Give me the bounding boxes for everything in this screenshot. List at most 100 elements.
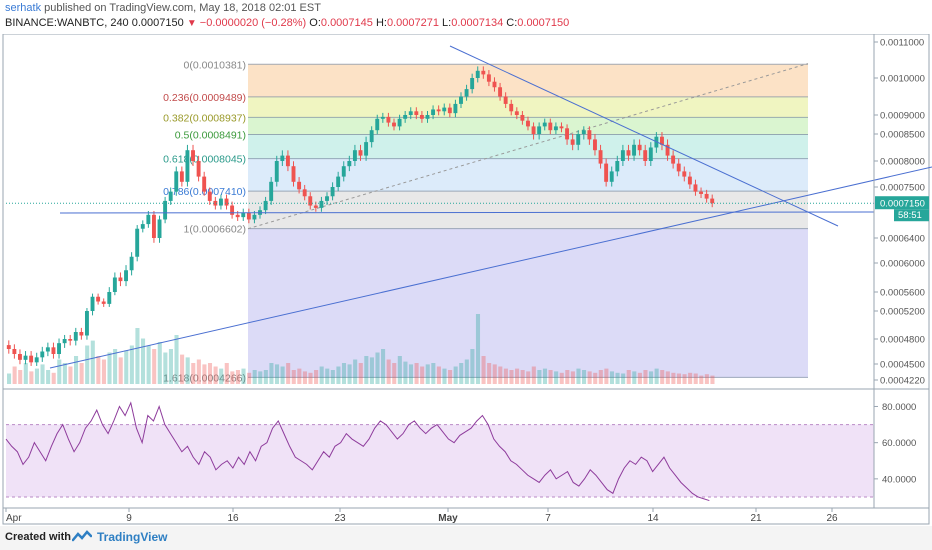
fib-zone [248,228,808,378]
close-label: C: [506,17,518,29]
volume-bar [51,372,56,384]
candle-body [687,176,692,185]
volume-bar [654,368,659,384]
volume-bar [442,368,447,384]
author-name[interactable]: serhatk [5,2,42,14]
candle-body [570,139,575,145]
candle-body [163,200,168,220]
candle-body [553,126,558,131]
candle-body [380,116,385,119]
price-chart[interactable]: 0(0.0010381) 0.236(0.0009489) 0.382(0.0008… [0,34,932,526]
candle-body [347,161,352,167]
volume-bar [710,375,715,384]
fib-zone [248,96,808,118]
candle-body [202,176,207,192]
volume-bar [582,370,587,384]
trendlines[interactable] [6,45,932,369]
candle-body [90,296,95,311]
volume-bar [140,338,146,384]
last-price-label: 0.0007150 [880,199,925,210]
candle-body [235,214,240,218]
volume-bar [565,370,570,384]
volume-bar [498,366,503,384]
open-value: 0.0007145 [320,17,373,29]
volume-bar [180,354,185,384]
volume-bars [7,314,715,384]
countdown-badge [894,209,929,222]
price-tick-label: 0.0006000 [880,259,925,270]
rsi-band [6,424,874,497]
volume-bar [46,370,51,384]
tradingview-brand[interactable]: TradingView [97,530,168,544]
volume-bar [649,371,654,384]
volume-bar [314,370,319,384]
candle-body [475,70,480,78]
candle-body [146,214,151,225]
volume-bar [29,371,34,384]
candle-body [403,115,408,119]
fib-zone [248,64,808,97]
candle-body [425,115,430,119]
time-tick-label: 9 [126,513,132,524]
symbol-label[interactable]: BINANCE:WANBTC, 240 [5,17,129,29]
volume-bar [420,366,425,384]
candle-body [581,130,586,134]
volume-bar [587,371,592,384]
volume-bar [196,359,201,384]
volume-bar [135,328,140,384]
candle-body [648,147,653,161]
candle-body [587,130,592,140]
candle-body [548,122,553,131]
volume-bar [542,368,548,384]
time-tick-label: 16 [227,513,239,524]
candle-body [531,126,536,134]
volume-bar [364,356,369,384]
volume-bar [336,366,341,384]
price-tick-label: 0.0008500 [880,130,925,141]
ohlc-legend: BINANCE:WANBTC, 240 0.0007150 ▼ −0.00000… [5,17,569,29]
fib-level-label: 0.236(0.0009489) [163,92,246,104]
volume-bar [554,371,559,384]
fib-level-label: 0.618(0.0008045) [163,154,246,166]
volume-bar [453,366,458,384]
time-tick-label: 26 [826,513,838,524]
candle-body [174,171,179,192]
ascending-trendline [49,166,932,369]
time-tick-label: May [438,513,458,524]
volume-bar [448,370,453,384]
candle-body [693,184,698,192]
price-tick-label: 0.0004800 [880,335,925,346]
candle-body [34,357,39,363]
candle-body [442,107,447,112]
volume-bar [548,370,553,384]
volume-bar [632,371,637,384]
tradingview-logo-icon[interactable] [72,530,92,544]
volume-bar [107,352,112,384]
candle-body [101,301,106,304]
footer: Created with TradingView [0,526,932,550]
fibonacci-retracement[interactable]: 0(0.0010381) 0.236(0.0009489) 0.382(0.0008… [163,59,809,384]
candle-body [336,176,341,187]
volume-bar [57,359,62,384]
time-axis[interactable]: Apr 9 16 23 May 7 14 21 26 [5,508,838,524]
low-value: 0.0007134 [451,17,504,29]
candle-body [369,130,374,143]
volume-bar [7,373,12,384]
volume-bar [509,370,514,384]
volume-bar [688,372,693,384]
volume-bar [609,371,615,384]
candle-body [112,277,117,292]
time-tick-label: 7 [545,513,551,524]
high-value: 0.0007271 [386,17,439,29]
candle-body [45,347,50,352]
volume-bar [353,359,358,384]
volume-bar [515,368,520,384]
volume-bar [219,368,224,384]
volume-bar [475,314,481,384]
price-axis[interactable]: 0.0011000 0.0010000 0.0009000 0.0008500 0.00… [874,38,929,387]
candle-body [313,205,318,208]
candle-body [151,214,156,238]
candle-body [397,118,402,127]
volume-bar [576,368,581,384]
volume-bar [671,372,676,384]
